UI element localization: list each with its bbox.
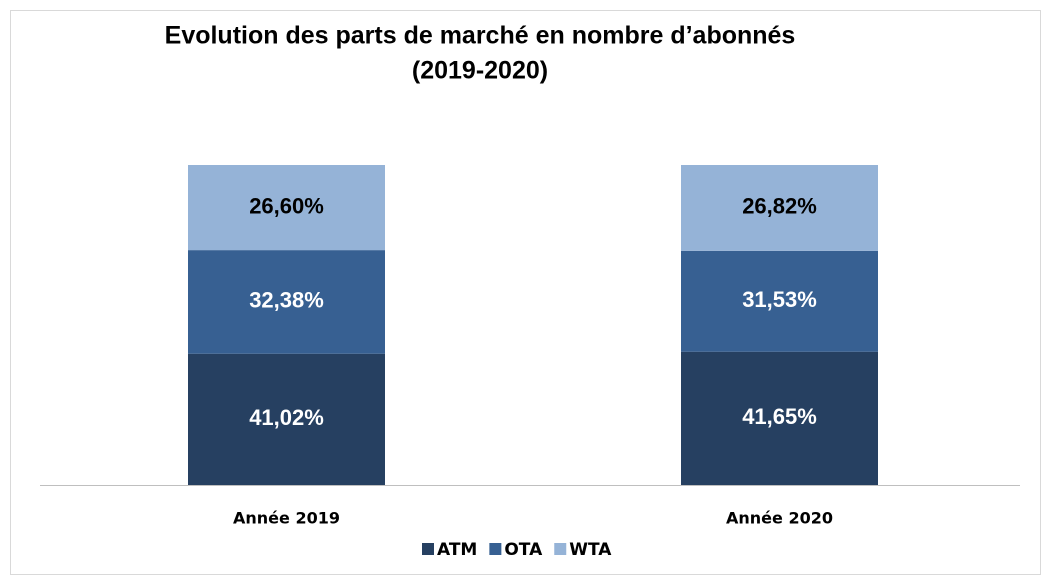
value-label: 41,65% (742, 404, 817, 429)
bar-segment (681, 165, 878, 251)
chart-title: (2019-2020) (412, 57, 548, 85)
x-tick-label: Année 2020 (726, 509, 833, 528)
legend-swatch (422, 543, 434, 555)
bar-segment (681, 351, 878, 485)
bar-segment (188, 353, 385, 485)
value-label: 31,53% (742, 287, 817, 312)
bar-segment (188, 165, 385, 251)
value-label: 32,38% (249, 288, 324, 313)
legend-label: ATM (437, 540, 477, 560)
x-tick-label: Année 2019 (233, 509, 340, 528)
chart-title: Evolution des parts de marché en nombre … (165, 22, 796, 50)
bar-segment (681, 250, 878, 352)
value-label: 41,02% (249, 405, 324, 430)
legend-swatch (489, 543, 502, 555)
legend-label: WTA (569, 540, 612, 560)
legend-swatch (554, 543, 567, 555)
bar-segment (188, 250, 385, 354)
chart-frame (10, 10, 1041, 575)
value-label: 26,60% (249, 193, 324, 218)
value-label: 26,82% (742, 194, 817, 219)
legend-label: OTA (504, 540, 543, 560)
